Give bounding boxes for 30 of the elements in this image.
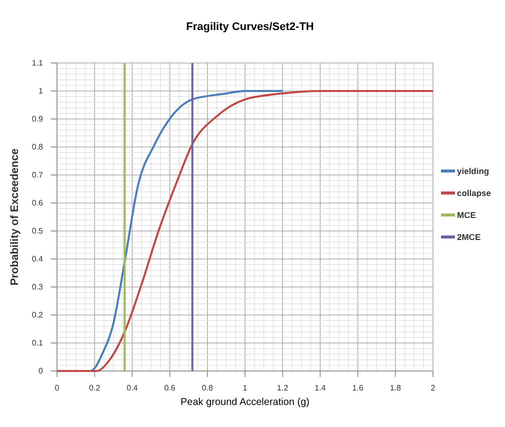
- x-tick-label: 0.4: [126, 384, 138, 393]
- y-tick-label: 0.8: [32, 142, 44, 152]
- legend-label: yielding: [457, 166, 490, 176]
- x-tick-label: 0: [54, 384, 60, 393]
- y-tick-label: 0.9: [32, 114, 44, 124]
- y-tick-label: 0.6: [32, 198, 44, 208]
- x-tick-label: 0.2: [89, 384, 101, 393]
- y-axis-title: Probability of Exceedence: [9, 148, 21, 286]
- legend-label: 2MCE: [457, 232, 481, 242]
- y-tick-label: 0.5: [32, 226, 44, 236]
- chart-title: Fragility Curves/Set2-TH: [186, 21, 314, 33]
- x-tick-label: 1.8: [390, 384, 402, 393]
- x-tick-label: 1.2: [277, 384, 289, 393]
- y-tick-label: 0.4: [32, 254, 44, 264]
- y-tick-label: 0.7: [32, 170, 44, 180]
- y-tick-label: 0.3: [32, 282, 44, 292]
- legend-label: MCE: [457, 210, 476, 220]
- x-tick-label: 2: [430, 384, 436, 393]
- x-tick-label: 0.6: [164, 384, 176, 393]
- y-tick-label: 0.2: [32, 310, 44, 320]
- y-tick-label: 0: [38, 366, 44, 376]
- y-tick-label: 0.1: [32, 338, 44, 348]
- y-tick-label: 1.1: [32, 58, 44, 68]
- legend-label: collapse: [457, 188, 492, 198]
- x-tick-label: 1.4: [314, 384, 326, 393]
- x-tick-label: 1.6: [352, 384, 364, 393]
- x-tick-label: 0.8: [202, 384, 214, 393]
- y-tick-label: 1: [38, 86, 44, 96]
- x-tick-label: 1: [242, 384, 248, 393]
- x-axis-title: Peak ground Acceleration (g): [180, 397, 310, 408]
